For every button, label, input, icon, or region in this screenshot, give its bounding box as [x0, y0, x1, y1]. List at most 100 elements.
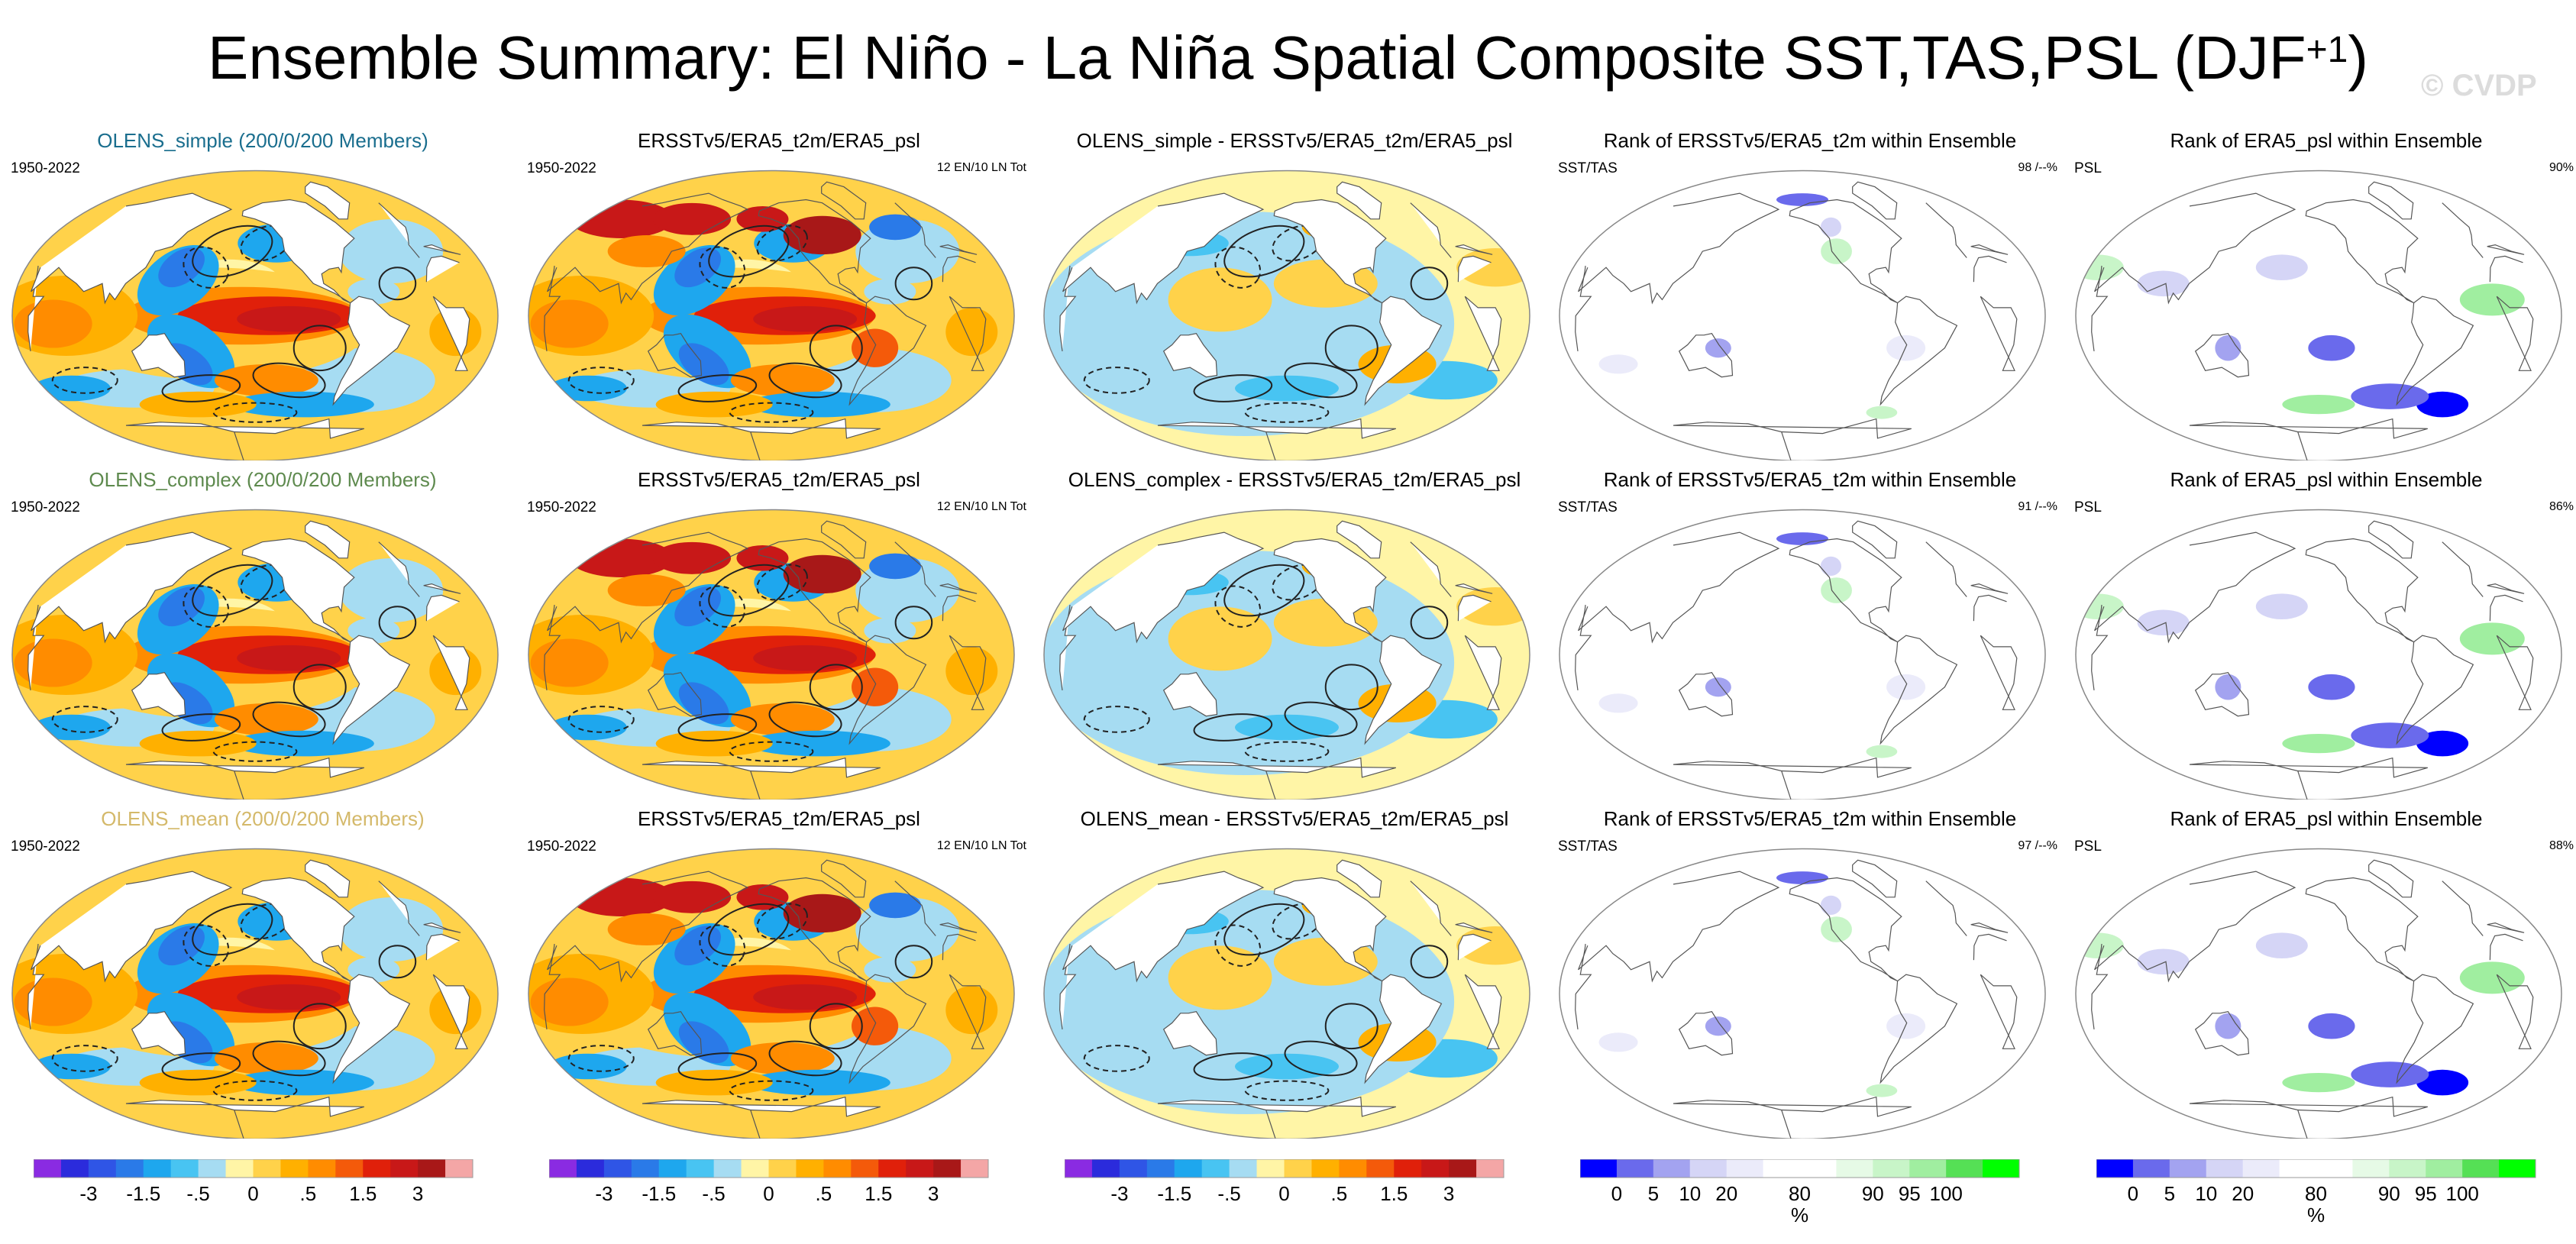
colorbar-tick-label: -.5 [1217, 1182, 1240, 1205]
colorbar-anomaly: -3 -1.5 -.5 0 .5 1.5 3 [549, 1159, 1000, 1228]
coastline-australia [131, 672, 186, 717]
rank-region [1598, 693, 1638, 713]
panel-title: OLENS_complex - ERSSTv5/ERA5_t2m/ERA5_ps… [1068, 468, 1521, 491]
psl-contour [677, 1052, 758, 1081]
figure-title: Ensemble Summary: El Niño - La Niña Spat… [0, 20, 2576, 96]
colorbar-box [418, 1159, 446, 1178]
colorbar-tick-label: 0 [247, 1182, 258, 1205]
coastline-australia [1162, 1011, 1218, 1056]
psl-contour [51, 1045, 118, 1072]
anomaly-region [753, 305, 858, 332]
rank-region [2308, 334, 2355, 361]
map-border [2075, 509, 2562, 800]
colorbar-tick-label: 5 [2164, 1182, 2175, 1205]
coastline-antarctica [642, 418, 881, 460]
psl-contour [708, 225, 790, 278]
coastline-eurasia [1062, 532, 1493, 644]
psl-contour [809, 1003, 863, 1050]
colorbar-box [1394, 1159, 1422, 1178]
coastline-namerica [2305, 199, 2419, 304]
panel-stat-label: 12 EN/10 LN Tot [936, 500, 1026, 513]
rank-region [2416, 391, 2469, 418]
anomaly-region [783, 893, 861, 933]
rank-region [2459, 622, 2525, 655]
psl-contour [183, 585, 230, 628]
title-text: Ensemble Summary: El Niño - La Niña Spat… [207, 24, 2306, 92]
panel-stat-label: 12 EN/10 LN Tot [936, 161, 1026, 174]
anomaly-region [730, 364, 835, 396]
colorbar-tick-label: 0 [1278, 1182, 1289, 1205]
colorbar-box [225, 1159, 254, 1178]
coastline-antarctica [1673, 418, 1912, 460]
map-graphic [528, 848, 1015, 1139]
colorbar-box [1726, 1159, 1764, 1178]
panel-title: Rank of ERA5_psl within Ensemble [2170, 129, 2483, 152]
colorbar-box [851, 1159, 879, 1178]
colorbar-box [335, 1159, 364, 1178]
colorbar-box [1119, 1159, 1148, 1178]
psl-contour [729, 402, 814, 423]
psl-contour [1223, 903, 1305, 956]
coastline-greenland [1852, 859, 1898, 898]
colorbar-anomaly: -3 -1.5 -.5 0 .5 1.5 3 [1065, 1159, 1515, 1228]
coastline-africa [1575, 594, 2018, 710]
coastline-greenland [1852, 520, 1898, 559]
anomaly-region [1168, 267, 1272, 332]
coastline-samerica [1879, 296, 1958, 406]
coastline-antarctica [1157, 418, 1396, 460]
panel-title: OLENS_simple (200/0/200 Members) [97, 129, 428, 152]
map-graphic [1559, 848, 2046, 1139]
colorbar-box [823, 1159, 852, 1178]
anomaly-region [32, 1053, 111, 1080]
psl-contour [252, 1040, 326, 1077]
coastline-namerica [758, 538, 871, 643]
map-border [1559, 509, 2046, 800]
colorbar-tick-label: .5 [1331, 1182, 1348, 1205]
rank-region [2459, 283, 2525, 316]
map-panel-obs: ERSSTv5/ERA5_t2m/ERA5_psl 1950-2022 12 EN/… [527, 128, 1031, 460]
map-border [1559, 848, 2046, 1139]
coastline-samerica [332, 635, 411, 745]
coastline-africa [1575, 255, 2018, 371]
rank-region [1820, 217, 1842, 237]
colorbar-box [576, 1159, 605, 1178]
coastline-antarctica [1673, 757, 1912, 800]
colorbar-box [1836, 1159, 1873, 1178]
rank-region [1705, 338, 1731, 358]
colorbar-tick-label: 80 [2305, 1182, 2327, 1205]
coastline-samerica [1364, 974, 1443, 1084]
anomaly-region [139, 391, 257, 418]
coastline-samerica [2396, 974, 2474, 1084]
rank-region [1776, 871, 1828, 884]
panel-stat-label: 98 /--% [2018, 161, 2057, 174]
coastline-greenland [2368, 859, 2414, 898]
coastline-greenland [821, 859, 867, 898]
anomaly-region [1075, 340, 1180, 389]
coastline-namerica [1273, 199, 1387, 304]
map-panel-diff: OLENS_complex - ERSSTv5/ERA5_t2m/ERA5_ps… [1042, 467, 1547, 800]
anomaly-region [14, 977, 92, 1026]
coastline-namerica [1273, 877, 1387, 982]
anomaly-region [607, 235, 686, 268]
colorbar-box [115, 1159, 144, 1178]
coastline-namerica [1273, 538, 1387, 643]
panel-period-label: 1950-2022 [11, 838, 80, 855]
colorbar-rank: 0 5 10 20 80 90 95 100% [1580, 1159, 2031, 1228]
psl-contour [192, 225, 273, 278]
colorbar-box [1653, 1159, 1691, 1178]
panel-period-label: PSL [2074, 160, 2102, 176]
map-graphic [1559, 170, 2046, 460]
anomaly-region [945, 308, 998, 357]
coastline-australia [1678, 333, 1734, 378]
coastline-samerica [1879, 974, 1958, 1084]
map-graphic [11, 170, 499, 460]
colorbar-box [1339, 1159, 1367, 1178]
coastline-australia [2194, 672, 2250, 717]
colorbar-box [2132, 1159, 2170, 1178]
coastline-eurasia [31, 192, 461, 305]
psl-contour [1244, 402, 1330, 423]
map-panel-rank_psl: Rank of ERA5_psl within Ensemble PSL 86% [2074, 467, 2576, 800]
psl-contour [699, 924, 746, 967]
coastline-antarctica [1157, 1096, 1396, 1139]
colorbar-box [280, 1159, 309, 1178]
